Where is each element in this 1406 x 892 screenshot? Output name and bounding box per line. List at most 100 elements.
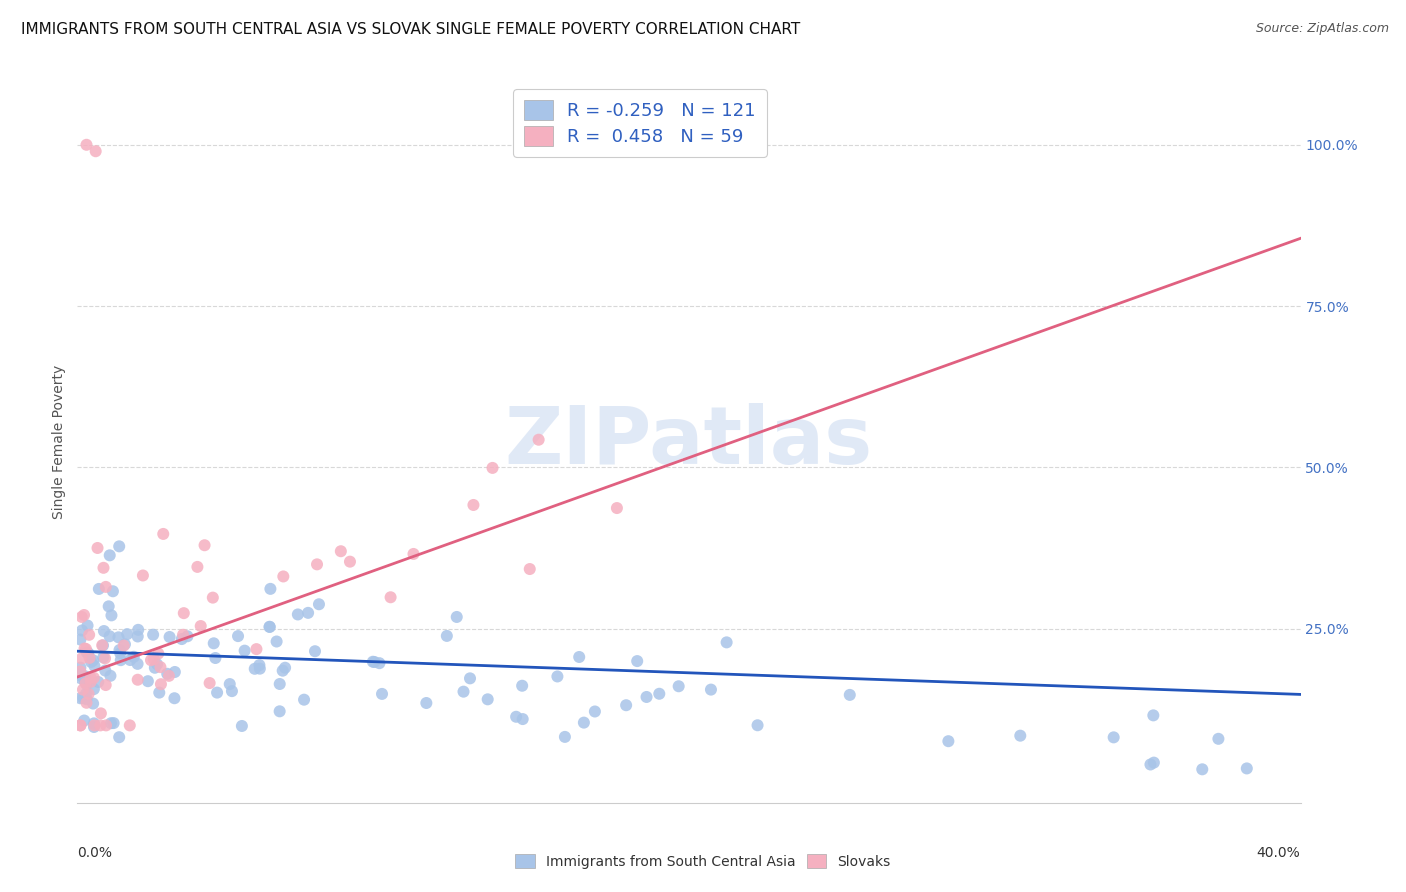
Point	[75, 669, 97, 683]
Point	[69, 671, 91, 685]
Point	[69, 718, 91, 732]
Point	[98, 549, 121, 563]
Point	[747, 718, 769, 732]
Legend: Immigrants from South Central Asia, Slovaks: Immigrants from South Central Asia, Slov…	[510, 849, 896, 874]
Point	[304, 644, 326, 658]
Point	[402, 547, 425, 561]
Point	[329, 544, 352, 558]
Point	[118, 718, 141, 732]
Point	[87, 675, 110, 690]
Point	[83, 718, 105, 732]
Point	[110, 646, 132, 660]
Point	[79, 671, 101, 685]
Point	[231, 719, 253, 733]
Point	[1010, 729, 1032, 743]
Point	[69, 632, 91, 647]
Point	[94, 678, 117, 692]
Point	[142, 652, 165, 666]
Point	[75, 642, 97, 657]
Point	[446, 610, 468, 624]
Point	[274, 661, 297, 675]
Point	[458, 671, 481, 685]
Point	[186, 560, 208, 574]
Point	[505, 710, 527, 724]
Point	[305, 558, 328, 572]
Point	[100, 669, 122, 683]
Point	[172, 628, 194, 642]
Point	[938, 734, 960, 748]
Point	[648, 687, 671, 701]
Point	[132, 568, 155, 582]
Point	[221, 684, 243, 698]
Y-axis label: Single Female Poverty: Single Female Poverty	[52, 365, 66, 518]
Point	[112, 639, 135, 653]
Point	[127, 657, 149, 671]
Point	[380, 591, 402, 605]
Point	[94, 580, 117, 594]
Point	[259, 620, 281, 634]
Text: Source: ZipAtlas.com: Source: ZipAtlas.com	[1256, 22, 1389, 36]
Point	[80, 675, 103, 690]
Point	[76, 137, 98, 152]
Point	[259, 620, 281, 634]
Point	[70, 624, 93, 638]
Point	[139, 653, 162, 667]
Point	[69, 660, 91, 674]
Point	[94, 718, 117, 732]
Point	[157, 669, 180, 683]
Point	[614, 698, 637, 713]
Point	[82, 653, 104, 667]
Point	[75, 675, 97, 690]
Point	[716, 635, 738, 649]
Point	[93, 561, 115, 575]
Point	[287, 607, 309, 622]
Point	[546, 669, 568, 683]
Point	[127, 623, 149, 637]
Point	[148, 685, 170, 699]
Point	[297, 606, 319, 620]
Point	[1139, 757, 1161, 772]
Point	[77, 646, 100, 660]
Point	[415, 696, 437, 710]
Point	[572, 715, 595, 730]
Point	[146, 657, 169, 672]
Point	[838, 688, 860, 702]
Point	[163, 691, 186, 706]
Point	[69, 691, 91, 706]
Point	[159, 630, 181, 644]
Point	[143, 661, 166, 675]
Point	[94, 664, 117, 678]
Point	[100, 716, 122, 731]
Point	[226, 629, 249, 643]
Point	[75, 676, 97, 690]
Point	[269, 704, 291, 718]
Point	[190, 619, 212, 633]
Point	[73, 607, 96, 622]
Point	[94, 651, 117, 665]
Point	[86, 541, 108, 555]
Point	[606, 501, 628, 516]
Point	[79, 651, 101, 665]
Point	[205, 685, 228, 699]
Point	[269, 677, 291, 691]
Point	[108, 539, 131, 553]
Point	[127, 673, 149, 687]
Point	[110, 653, 132, 667]
Point	[436, 629, 458, 643]
Point	[97, 599, 120, 614]
Point	[463, 498, 485, 512]
Point	[69, 718, 91, 732]
Point	[1143, 756, 1166, 770]
Point	[70, 651, 93, 665]
Point	[127, 630, 149, 644]
Point	[149, 660, 172, 674]
Point	[1102, 731, 1125, 745]
Point	[82, 697, 104, 711]
Point	[91, 639, 114, 653]
Point	[481, 461, 503, 475]
Point	[76, 677, 98, 691]
Point	[512, 712, 534, 726]
Point	[510, 679, 533, 693]
Point	[201, 591, 224, 605]
Legend: R = -0.259   N = 121, R =  0.458   N = 59: R = -0.259 N = 121, R = 0.458 N = 59	[513, 89, 766, 157]
